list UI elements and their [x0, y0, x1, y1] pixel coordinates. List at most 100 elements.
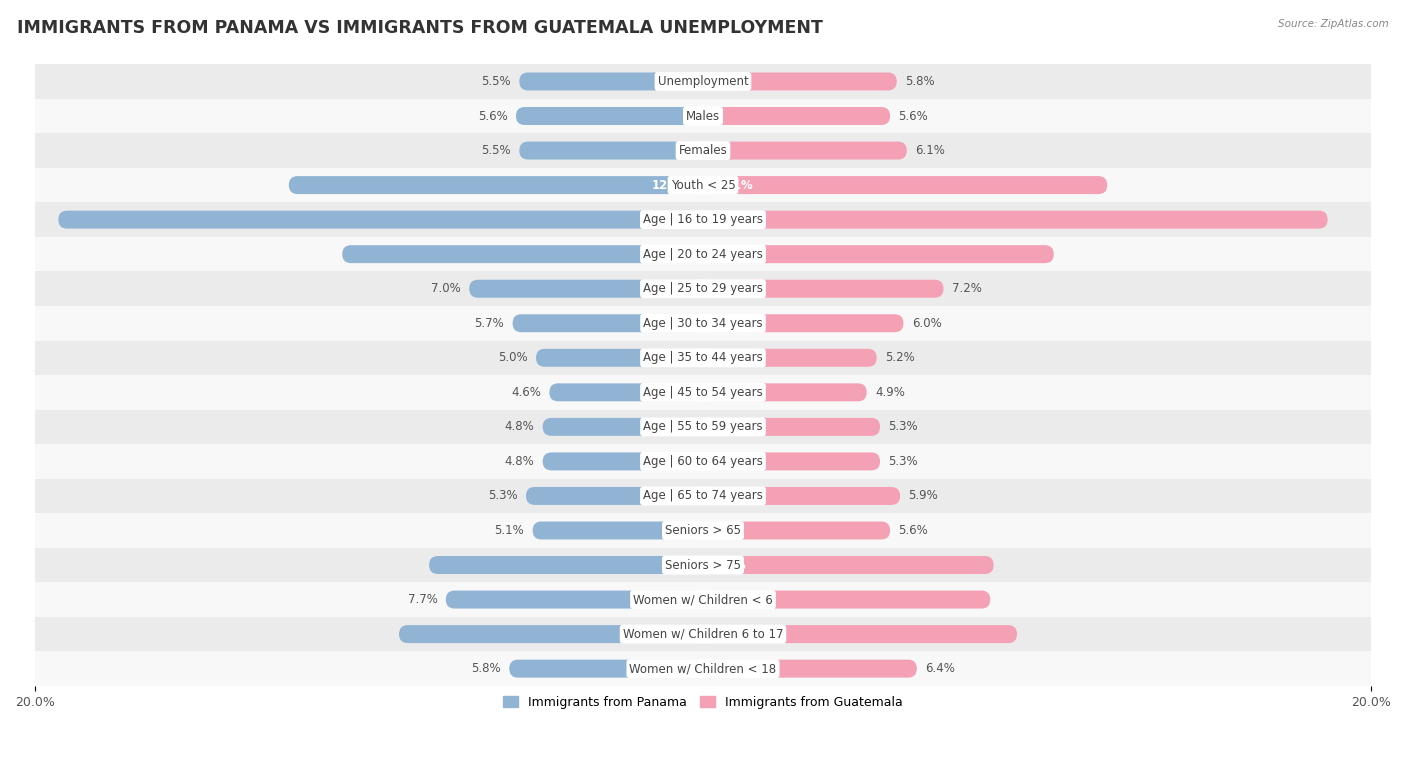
Text: Seniors > 75: Seniors > 75	[665, 559, 741, 572]
Text: 5.1%: 5.1%	[495, 524, 524, 537]
Bar	[35, 478, 1371, 513]
Text: 6.1%: 6.1%	[915, 144, 945, 157]
FancyBboxPatch shape	[550, 383, 703, 401]
FancyBboxPatch shape	[526, 487, 703, 505]
Text: Age | 35 to 44 years: Age | 35 to 44 years	[643, 351, 763, 364]
Bar	[35, 306, 1371, 341]
FancyBboxPatch shape	[342, 245, 703, 263]
Bar	[35, 582, 1371, 617]
FancyBboxPatch shape	[703, 142, 907, 160]
FancyBboxPatch shape	[509, 659, 703, 678]
Text: 4.9%: 4.9%	[875, 386, 905, 399]
FancyBboxPatch shape	[513, 314, 703, 332]
Text: 5.9%: 5.9%	[908, 490, 938, 503]
Bar	[35, 64, 1371, 98]
Text: Seniors > 65: Seniors > 65	[665, 524, 741, 537]
Bar	[35, 98, 1371, 133]
FancyBboxPatch shape	[703, 280, 943, 298]
FancyBboxPatch shape	[703, 176, 1107, 194]
Text: 5.6%: 5.6%	[478, 110, 508, 123]
FancyBboxPatch shape	[399, 625, 703, 643]
Legend: Immigrants from Panama, Immigrants from Guatemala: Immigrants from Panama, Immigrants from …	[499, 691, 907, 714]
FancyBboxPatch shape	[703, 210, 1327, 229]
Text: Age | 65 to 74 years: Age | 65 to 74 years	[643, 490, 763, 503]
FancyBboxPatch shape	[703, 349, 877, 367]
Text: Women w/ Children < 18: Women w/ Children < 18	[630, 662, 776, 675]
Bar	[35, 444, 1371, 478]
FancyBboxPatch shape	[703, 245, 1053, 263]
FancyBboxPatch shape	[703, 107, 890, 125]
Text: IMMIGRANTS FROM PANAMA VS IMMIGRANTS FROM GUATEMALA UNEMPLOYMENT: IMMIGRANTS FROM PANAMA VS IMMIGRANTS FRO…	[17, 19, 823, 37]
Text: 5.3%: 5.3%	[488, 490, 517, 503]
Text: Women w/ Children 6 to 17: Women w/ Children 6 to 17	[623, 628, 783, 640]
Text: Age | 20 to 24 years: Age | 20 to 24 years	[643, 248, 763, 260]
Bar	[35, 341, 1371, 375]
Text: 7.0%: 7.0%	[432, 282, 461, 295]
Text: 5.8%: 5.8%	[905, 75, 935, 88]
Text: Youth < 25: Youth < 25	[671, 179, 735, 192]
FancyBboxPatch shape	[543, 453, 703, 470]
FancyBboxPatch shape	[703, 590, 990, 609]
FancyBboxPatch shape	[519, 142, 703, 160]
Bar	[35, 272, 1371, 306]
Text: Age | 55 to 59 years: Age | 55 to 59 years	[643, 420, 763, 433]
Text: 10.5%: 10.5%	[713, 248, 754, 260]
Text: 10.8%: 10.8%	[652, 248, 693, 260]
FancyBboxPatch shape	[703, 659, 917, 678]
Text: 12.1%: 12.1%	[713, 179, 754, 192]
FancyBboxPatch shape	[703, 487, 900, 505]
Text: 4.8%: 4.8%	[505, 420, 534, 433]
Bar	[35, 513, 1371, 548]
Text: 5.2%: 5.2%	[884, 351, 915, 364]
Text: 5.6%: 5.6%	[898, 110, 928, 123]
Text: 8.2%: 8.2%	[661, 559, 693, 572]
Text: 6.0%: 6.0%	[911, 316, 942, 330]
FancyBboxPatch shape	[446, 590, 703, 609]
Text: Source: ZipAtlas.com: Source: ZipAtlas.com	[1278, 19, 1389, 29]
Text: 4.8%: 4.8%	[505, 455, 534, 468]
FancyBboxPatch shape	[519, 73, 703, 90]
FancyBboxPatch shape	[288, 176, 703, 194]
Bar	[35, 548, 1371, 582]
FancyBboxPatch shape	[543, 418, 703, 436]
Text: 19.3%: 19.3%	[652, 213, 693, 226]
Text: Age | 60 to 64 years: Age | 60 to 64 years	[643, 455, 763, 468]
Text: 9.1%: 9.1%	[661, 628, 693, 640]
Bar	[35, 651, 1371, 686]
FancyBboxPatch shape	[703, 522, 890, 540]
Text: 18.7%: 18.7%	[713, 213, 754, 226]
Bar	[35, 202, 1371, 237]
Text: 5.5%: 5.5%	[481, 75, 510, 88]
FancyBboxPatch shape	[533, 522, 703, 540]
Text: Males: Males	[686, 110, 720, 123]
Text: 7.7%: 7.7%	[408, 593, 437, 606]
Text: Age | 16 to 19 years: Age | 16 to 19 years	[643, 213, 763, 226]
Text: Age | 25 to 29 years: Age | 25 to 29 years	[643, 282, 763, 295]
Text: 7.2%: 7.2%	[952, 282, 981, 295]
Text: Women w/ Children < 6: Women w/ Children < 6	[633, 593, 773, 606]
FancyBboxPatch shape	[703, 383, 866, 401]
Text: 5.3%: 5.3%	[889, 455, 918, 468]
Text: 4.6%: 4.6%	[512, 386, 541, 399]
FancyBboxPatch shape	[703, 418, 880, 436]
FancyBboxPatch shape	[703, 314, 904, 332]
Text: 8.7%: 8.7%	[713, 559, 745, 572]
Text: 5.3%: 5.3%	[889, 420, 918, 433]
FancyBboxPatch shape	[58, 210, 703, 229]
FancyBboxPatch shape	[516, 107, 703, 125]
Text: Females: Females	[679, 144, 727, 157]
Text: 5.6%: 5.6%	[898, 524, 928, 537]
FancyBboxPatch shape	[536, 349, 703, 367]
FancyBboxPatch shape	[470, 280, 703, 298]
Bar	[35, 133, 1371, 168]
Text: 6.4%: 6.4%	[925, 662, 955, 675]
Text: Age | 30 to 34 years: Age | 30 to 34 years	[643, 316, 763, 330]
Text: 5.0%: 5.0%	[498, 351, 527, 364]
Text: 12.4%: 12.4%	[652, 179, 693, 192]
Text: 9.4%: 9.4%	[713, 628, 747, 640]
Bar	[35, 237, 1371, 272]
Bar	[35, 617, 1371, 651]
FancyBboxPatch shape	[703, 73, 897, 90]
FancyBboxPatch shape	[703, 556, 994, 574]
Text: 5.8%: 5.8%	[471, 662, 501, 675]
